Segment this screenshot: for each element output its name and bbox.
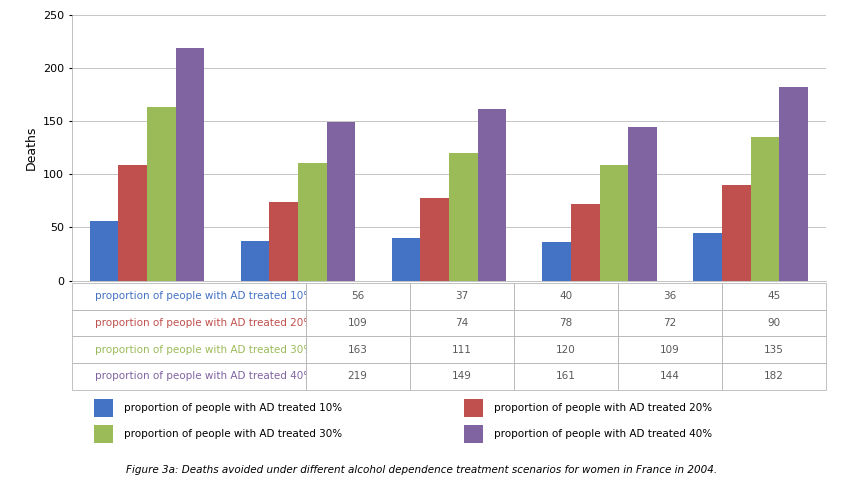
Bar: [629, 127, 658, 281]
Bar: [780, 87, 808, 281]
Bar: [118, 165, 148, 281]
Text: proportion of people with AD treated 20%: proportion of people with AD treated 20%: [494, 403, 712, 413]
Bar: [89, 221, 118, 281]
Bar: [391, 238, 420, 281]
Bar: [94, 399, 113, 417]
Bar: [464, 425, 483, 443]
Bar: [420, 197, 449, 281]
Bar: [327, 122, 356, 281]
Text: proportion of people with AD treated 30%: proportion of people with AD treated 30%: [125, 429, 342, 439]
Bar: [571, 204, 600, 281]
Bar: [449, 153, 478, 281]
Bar: [240, 242, 269, 281]
Bar: [464, 399, 483, 417]
Text: proportion of people with AD treated 40%: proportion of people with AD treated 40%: [494, 429, 712, 439]
Bar: [722, 185, 751, 281]
Bar: [148, 107, 176, 281]
Text: proportion of people with AD treated 10%: proportion of people with AD treated 10%: [125, 403, 342, 413]
Bar: [298, 163, 327, 281]
Bar: [269, 202, 298, 281]
Bar: [542, 242, 571, 281]
Bar: [693, 233, 722, 281]
Bar: [478, 109, 507, 281]
Bar: [750, 137, 780, 281]
Bar: [600, 165, 629, 281]
Text: Figure 3a: Deaths avoided under different alcohol dependence treatment scenarios: Figure 3a: Deaths avoided under differen…: [126, 465, 717, 475]
Bar: [94, 425, 113, 443]
Y-axis label: Deaths: Deaths: [24, 125, 37, 170]
Bar: [176, 47, 205, 281]
